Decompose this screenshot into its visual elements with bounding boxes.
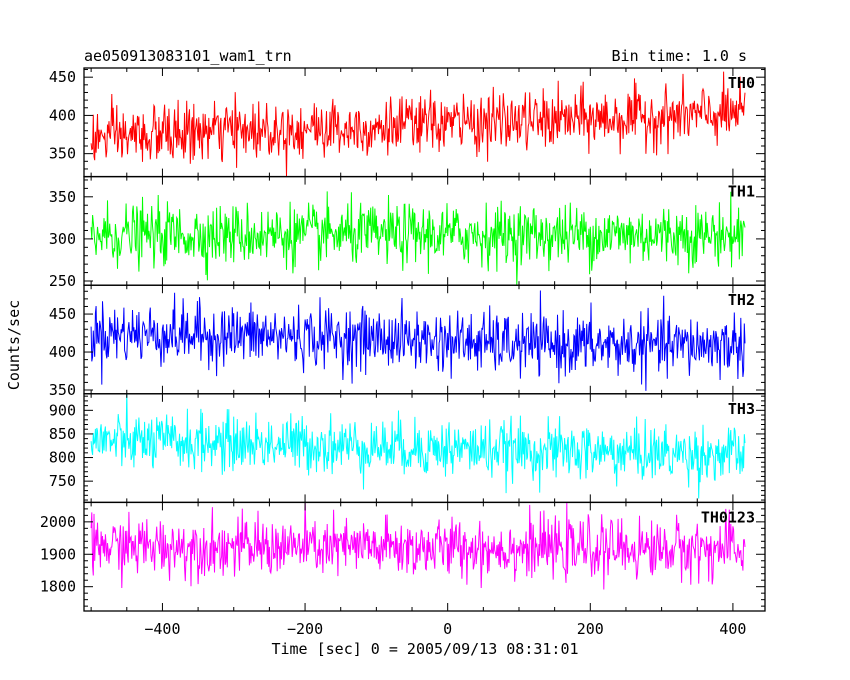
series-label-th1: TH1 bbox=[728, 183, 755, 201]
x-tick-label: 200 bbox=[577, 620, 604, 638]
y-tick-label: 400 bbox=[49, 106, 76, 124]
y-tick-label: 800 bbox=[49, 449, 76, 467]
y-tick-label: 1900 bbox=[40, 545, 76, 563]
panels: TH0 350 400 450 TH1 250 300 350 TH2 350 400 450 TH3 7… bbox=[40, 67, 766, 612]
series-label-th2: TH2 bbox=[728, 291, 755, 309]
y-tick-label: 350 bbox=[49, 145, 76, 163]
y-tick-label: 1800 bbox=[40, 578, 76, 596]
bin-time-label: Bin time: 1.0 s bbox=[612, 47, 747, 65]
y-tick-label: 300 bbox=[49, 230, 76, 248]
panel-th3: TH3 750 800 850 900 bbox=[49, 393, 766, 504]
y-tick-label: 2000 bbox=[40, 513, 76, 531]
x-tick-label: 0 bbox=[443, 620, 452, 638]
x-axis-label: Time [sec] 0 = 2005/09/13 08:31:01 bbox=[271, 640, 578, 658]
y-tick-label: 350 bbox=[49, 381, 76, 399]
series-label-th0123: TH0123 bbox=[701, 508, 755, 526]
panel-th0123: TH0123 1800 1900 2000 bbox=[40, 501, 766, 612]
chart-title: ae050913083101_wam1_trn bbox=[84, 47, 292, 65]
y-tick-label: 400 bbox=[49, 343, 76, 361]
series-label-th0: TH0 bbox=[728, 74, 755, 92]
y-axis-label: Counts/sec bbox=[5, 300, 23, 390]
y-tick-label: 750 bbox=[49, 472, 76, 490]
panel-th1: TH1 250 300 350 bbox=[49, 175, 766, 290]
x-tick-label: 400 bbox=[719, 620, 746, 638]
y-tick-label: 450 bbox=[49, 305, 76, 323]
series-label-th3: TH3 bbox=[728, 400, 755, 418]
y-tick-label: 250 bbox=[49, 272, 76, 290]
y-tick-label: 850 bbox=[49, 425, 76, 443]
series-line-th1 bbox=[90, 191, 746, 286]
series-line-th0 bbox=[90, 71, 746, 177]
y-tick-label: 900 bbox=[49, 401, 76, 419]
y-tick-label: 450 bbox=[49, 68, 76, 86]
series-line-th2 bbox=[90, 290, 746, 391]
panel-th2: TH2 350 400 450 bbox=[49, 284, 766, 399]
x-axis: −400 −200 0 200 400 bbox=[144, 620, 746, 638]
x-tick-label: −400 bbox=[144, 620, 180, 638]
panel-th0: TH0 350 400 450 bbox=[49, 67, 766, 178]
series-line-th3 bbox=[90, 393, 746, 499]
panel-frame bbox=[83, 501, 766, 612]
y-tick-label: 350 bbox=[49, 188, 76, 206]
series-line-th0123 bbox=[90, 502, 746, 590]
x-tick-label: −200 bbox=[287, 620, 323, 638]
